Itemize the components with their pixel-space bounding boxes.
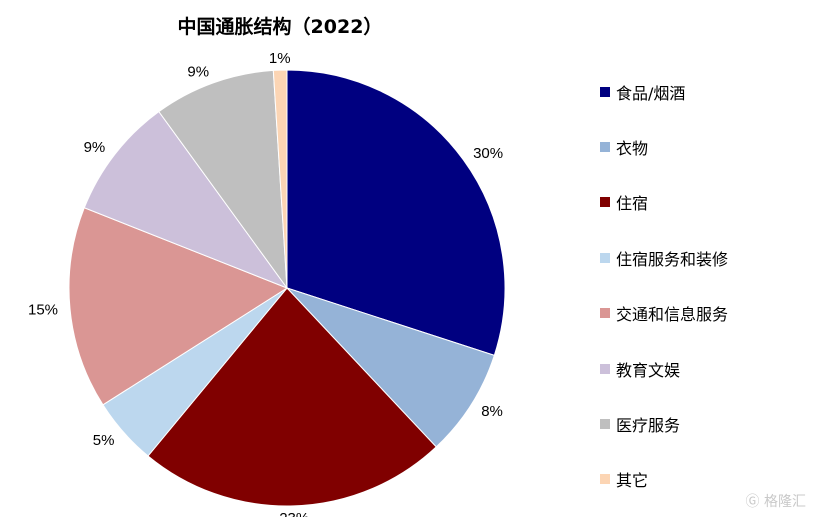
legend-item-1: 衣物 — [600, 119, 728, 174]
pie-slice-4 — [68, 207, 289, 406]
watermark-text: 格隆汇 — [764, 494, 806, 510]
pie-slice-6 — [158, 69, 288, 290]
legend-item-6: 医疗服务 — [600, 396, 728, 451]
legend-label: 交通和信息服务 — [616, 305, 729, 325]
watermark-logo-icon: Ⓖ — [745, 494, 760, 510]
slice-value-label-2: 23% — [279, 510, 309, 517]
legend-item-7: 其它 — [600, 452, 728, 507]
legend-item-3: 住宿服务和装修 — [600, 230, 728, 285]
legend-swatch — [600, 363, 610, 374]
chart-legend: 食品/烟酒衣物住宿住宿服务和装修 交通和信息服务 教育文娱医疗服务其它 — [600, 64, 728, 507]
slice-value-label-0: 30% — [473, 145, 503, 162]
slice-value-label-6: 9% — [187, 64, 209, 81]
legend-label: 教育文娱 — [616, 360, 681, 380]
pie-slice-1 — [286, 287, 495, 448]
slice-value-label-1: 8% — [481, 403, 503, 420]
legend-swatch — [600, 308, 610, 319]
legend-item-5: 教育文娱 — [600, 341, 728, 396]
legend-label: 医疗服务 — [616, 416, 681, 436]
pie-slice-7 — [272, 69, 288, 289]
legend-label: 衣物 — [616, 139, 649, 159]
legend-item-0: 食品/烟酒 — [600, 64, 728, 119]
pie-slices — [68, 69, 506, 507]
legend-label: 食品/烟酒 — [616, 83, 686, 103]
legend-label: 住宿服务和装修 — [616, 249, 729, 269]
pie-slice-2 — [147, 287, 437, 507]
legend-swatch — [600, 474, 610, 485]
legend-swatch — [600, 86, 610, 97]
slice-value-label-5: 9% — [84, 139, 106, 156]
legend-label: 其它 — [616, 471, 649, 491]
legend-swatch — [600, 197, 610, 208]
slice-value-label-3: 5% — [93, 432, 115, 449]
legend-label: 住宿 — [616, 194, 649, 214]
legend-swatch — [600, 252, 610, 263]
slice-value-label-4: 15% — [28, 302, 58, 319]
legend-swatch — [600, 142, 610, 153]
legend-item-2: 住宿 — [600, 175, 728, 230]
slice-value-label-7: 1% — [269, 50, 291, 67]
pie-labels: 30% 8% 23% 5% 15% 9% 9% 1% — [28, 50, 503, 517]
watermark: Ⓖ 格隆汇 — [746, 491, 806, 511]
pie-slice-5 — [83, 110, 289, 290]
legend-item-4: 交通和信息服务 — [600, 286, 728, 341]
legend-swatch — [600, 419, 610, 430]
pie-slice-0 — [286, 69, 506, 356]
chart-title: 中国通胀结构（2022） — [177, 16, 383, 38]
